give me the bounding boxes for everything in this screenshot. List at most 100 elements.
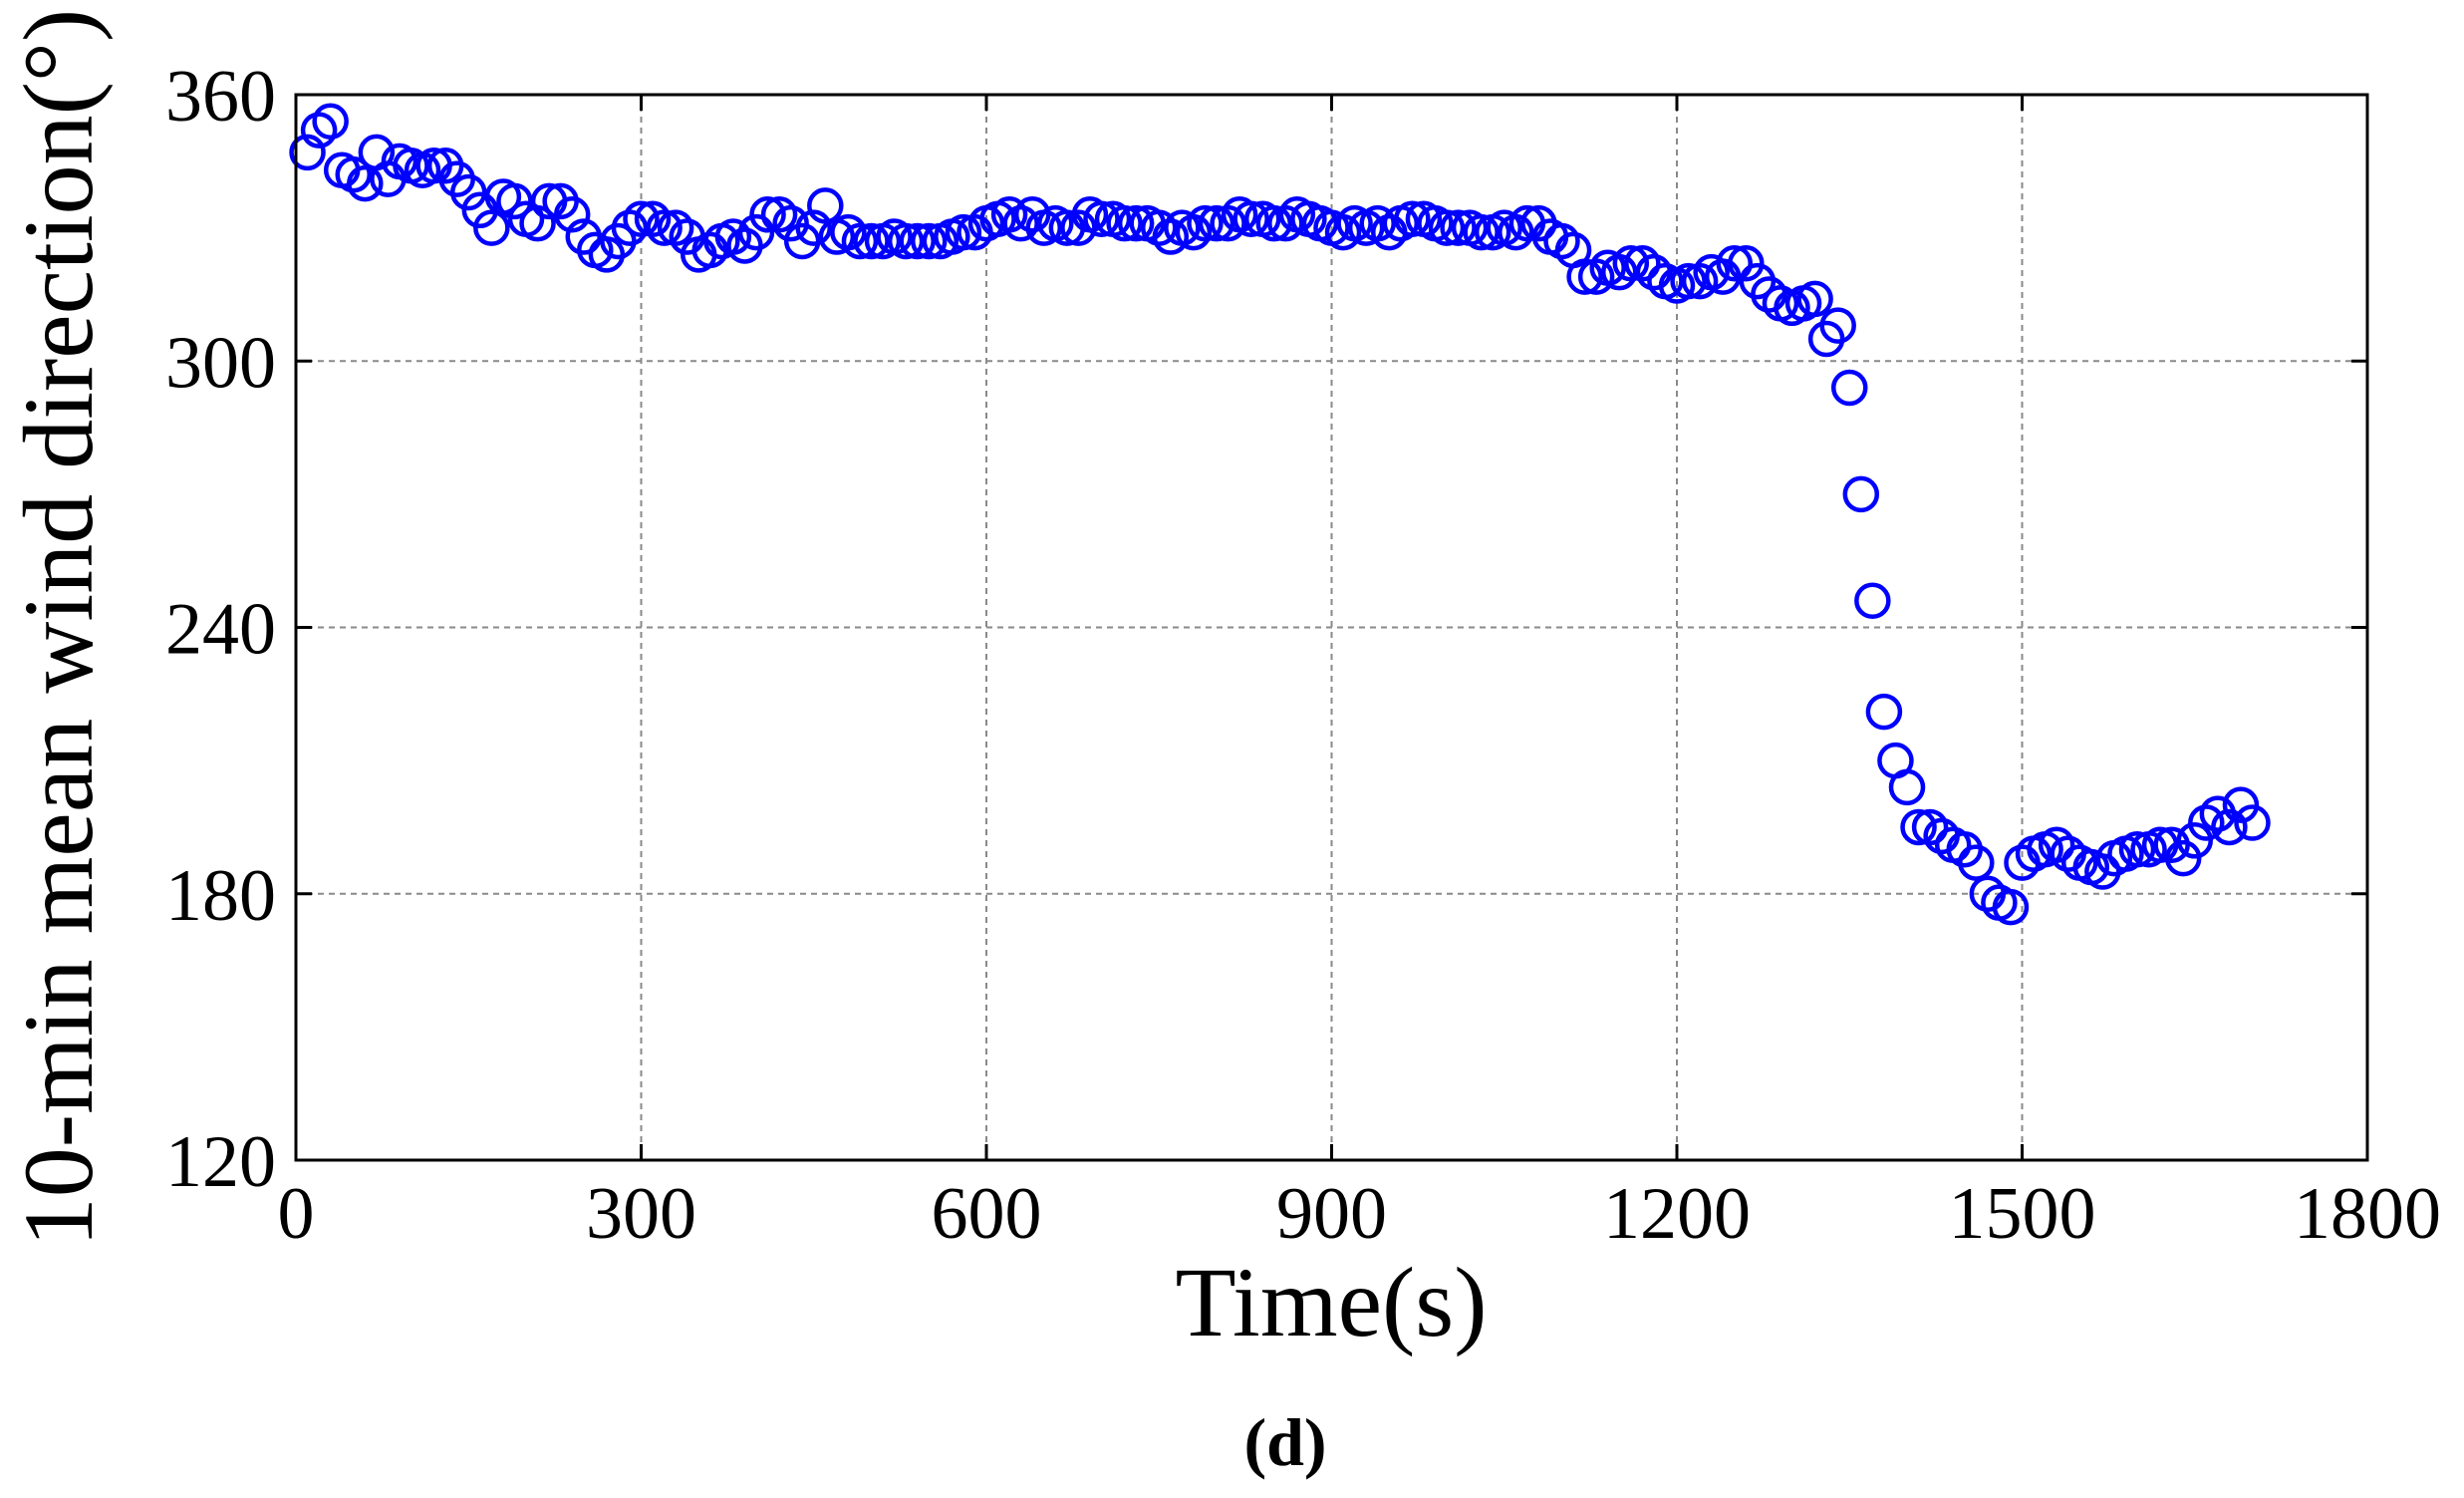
data-point <box>519 204 556 242</box>
data-point <box>1117 204 1155 242</box>
data-point <box>1624 245 1661 282</box>
data-point <box>899 222 936 260</box>
data-point <box>1601 253 1638 291</box>
data-point <box>1865 693 1903 731</box>
data-point <box>2211 808 2248 846</box>
data-point <box>795 209 832 246</box>
data-point <box>887 222 925 260</box>
data-point <box>1670 262 1707 300</box>
x-axis-title: Time(s) <box>1175 1247 1487 1357</box>
data-point <box>312 103 349 140</box>
y-axis-title: 10-min mean wind direction(°) <box>3 9 114 1247</box>
data-point <box>830 213 867 251</box>
data-point <box>1394 200 1431 237</box>
data-point <box>911 222 948 260</box>
data-point <box>1440 209 1477 246</box>
data-point <box>853 222 890 260</box>
data-point <box>1255 204 1292 242</box>
y-tick-label: 300 <box>165 322 276 404</box>
x-tick-label: 900 <box>1276 1173 1387 1255</box>
data-point <box>1728 245 1765 282</box>
data-point <box>1428 209 1466 246</box>
data-point <box>623 200 660 237</box>
data-point <box>749 196 786 233</box>
data-point <box>1566 258 1603 295</box>
data-point <box>2234 804 2271 841</box>
y-tick-label: 120 <box>165 1121 276 1203</box>
data-point <box>2222 786 2260 823</box>
data-point <box>1612 245 1650 282</box>
data-point <box>1796 280 1833 318</box>
data-point <box>2164 839 2202 877</box>
data-point <box>611 209 649 246</box>
data-point <box>760 196 798 233</box>
data-point <box>1232 200 1269 237</box>
data-point <box>1324 213 1362 251</box>
data-point <box>1359 204 1396 242</box>
data-point <box>841 222 879 260</box>
data-point <box>1498 213 1534 251</box>
x-tick-label: 0 <box>278 1173 315 1255</box>
data-point <box>1002 204 1039 242</box>
data-point <box>553 196 591 233</box>
x-tick-label: 300 <box>586 1173 696 1255</box>
data-point <box>1842 475 1880 513</box>
data-point <box>1888 768 1926 806</box>
data-point <box>1106 204 1143 242</box>
data-point <box>1819 307 1856 344</box>
data-point <box>2118 830 2156 868</box>
data-point <box>990 196 1028 233</box>
tick-marks <box>294 93 2369 1162</box>
data-point <box>335 155 372 193</box>
data-point <box>1187 204 1224 242</box>
y-tick-label: 180 <box>165 855 276 937</box>
data-point <box>1543 222 1580 260</box>
data-point <box>1175 213 1213 251</box>
y-tick-label: 240 <box>165 589 276 671</box>
data-point <box>1900 808 1937 846</box>
y-tick-label: 360 <box>165 56 276 138</box>
data-point <box>1681 262 1719 300</box>
data-point <box>807 187 844 224</box>
data-point <box>450 173 487 211</box>
data-point <box>1911 808 1949 846</box>
data-point <box>1210 204 1246 242</box>
data-point <box>473 209 510 246</box>
x-tick-label: 1200 <box>1603 1173 1751 1255</box>
data-point <box>657 209 694 246</box>
x-tick-labels: 0 300 600 900 1200 1500 1800 <box>278 1173 2442 1255</box>
data-point <box>2038 826 2075 864</box>
data-point <box>289 134 326 171</box>
data-point <box>1152 218 1190 255</box>
data-point <box>347 164 384 202</box>
data-point <box>737 213 775 251</box>
y-tick-labels: 120 180 240 300 360 <box>165 56 276 1203</box>
x-tick-label: 1500 <box>1949 1173 2096 1255</box>
data-point <box>496 182 533 220</box>
data-point <box>646 209 683 246</box>
data-point <box>1463 213 1500 251</box>
data-point <box>1267 204 1304 242</box>
data-point <box>1577 258 1615 295</box>
panel-label: (d) <box>1243 1404 1326 1480</box>
data-markers <box>289 103 2271 926</box>
data-point <box>1716 245 1753 282</box>
x-tick-label: 600 <box>932 1173 1042 1255</box>
data-point <box>2188 804 2225 841</box>
data-point <box>1854 582 1891 620</box>
data-point <box>945 213 982 251</box>
data-point <box>634 200 672 237</box>
data-point <box>1141 209 1178 246</box>
data-point <box>772 204 809 242</box>
data-point <box>1083 200 1120 237</box>
data-point <box>1198 204 1235 242</box>
data-point <box>1958 844 1995 881</box>
data-point <box>300 112 338 149</box>
data-point <box>2176 822 2213 859</box>
data-point <box>714 218 752 255</box>
data-point <box>1831 369 1868 407</box>
x-tick-label: 1800 <box>2294 1173 2441 1255</box>
data-point <box>1992 888 2030 926</box>
